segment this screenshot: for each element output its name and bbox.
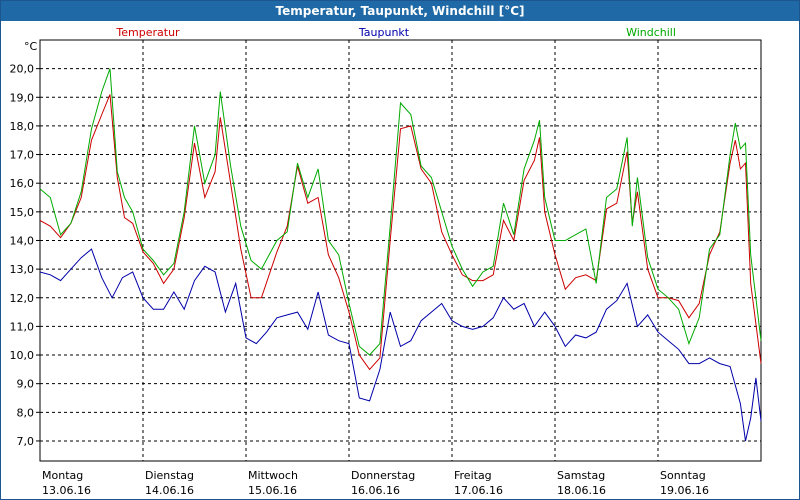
y-axis: 7,0 8,0 9,0 10,0 11,0 12,0 13,0 14,0 15,0 16,0 17,… [10,63,40,448]
legend: Temperatur Taupunkt Windchill [115,26,676,39]
y-tick-label: 8,0 [17,406,35,419]
y-tick-label: 13,0 [10,263,35,276]
legend-taupunkt: Taupunkt [358,26,410,39]
x-tick-date-label: 15.06.16 [248,484,297,497]
y-tick-label: 19,0 [10,91,35,104]
x-tick-date-label: 13.06.16 [42,484,91,497]
x-tick-day-label: Sonntag [660,469,706,482]
x-tick-day-label: Montag [42,469,83,482]
legend-windchill: Windchill [626,26,676,39]
plot-area [39,39,762,462]
x-tick-day-label: Mittwoch [248,469,298,482]
y-tick-label: 10,0 [10,349,35,362]
x-tick-date-label: 16.06.16 [351,484,400,497]
y-tick-label: 20,0 [10,63,35,76]
series-lines [39,68,762,442]
x-tick-day-label: Samstag [557,469,605,482]
y-tick-label: 12,0 [10,292,35,305]
x-tick-day-label: Dienstag [145,469,194,482]
legend-temperatur: Temperatur [115,26,180,39]
x-tick-date-label: 19.06.16 [660,484,709,497]
y-tick-label: 15,0 [10,206,35,219]
x-axis: Montag 13.06.16 Dienstag 14.06.16 Mittwoch 15… [42,469,709,497]
series-line-windchill [39,68,762,356]
y-tick-label: 16,0 [10,177,35,190]
y-tick-label: 7,0 [17,435,35,448]
x-tick-day-label: Freitag [454,469,492,482]
y-tick-label: 18,0 [10,120,35,133]
y-axis-label: °C [24,40,38,53]
series-line-temperatur [39,94,762,371]
y-tick-label: 17,0 [10,149,35,162]
chart-title: Temperatur, Taupunkt, Windchill [°C] [1,1,799,21]
x-tick-date-label: 18.06.16 [557,484,606,497]
y-tick-label: 14,0 [10,234,35,247]
series-line-taupunkt [39,248,762,442]
y-tick-label: 9,0 [17,378,35,391]
x-tick-date-label: 17.06.16 [454,484,503,497]
y-tick-label: 11,0 [10,320,35,333]
x-tick-date-label: 14.06.16 [145,484,194,497]
x-tick-day-label: Donnerstag [351,469,415,482]
